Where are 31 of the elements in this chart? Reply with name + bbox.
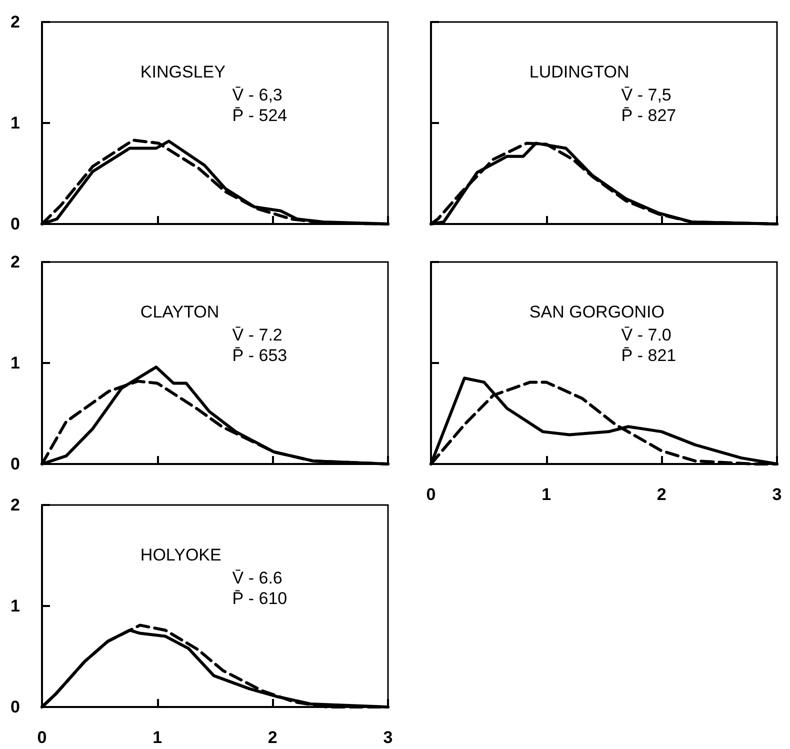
x-tick-label: 3 [383,728,393,747]
x-tick-label: 1 [542,485,552,504]
x-tick-label: 0 [426,485,436,504]
x-tick-label: 3 [772,485,782,504]
text: LUDINGTON [529,62,630,82]
annotation: V̄ - 7,5 [621,86,672,105]
text: KINGSLEY [140,62,226,82]
text: SAN GORGONIO [529,302,664,322]
annotation: P̄ - 610 [232,588,288,608]
annotation: V̄ - 7.2 [232,326,282,345]
y-tick-label: 1 [10,596,20,616]
annotation: P̄ - 821 [621,346,676,365]
annotation: V̄ - 6,3 [232,86,282,105]
annotation: P̄ - 827 [621,106,676,125]
y-tick-label: 0 [10,698,20,716]
y-tick-label: 0 [10,454,20,474]
x-tick-label: 0 [37,728,47,747]
y-tick-label: 1 [10,354,20,372]
y-tick-label: 2 [10,252,20,272]
y-tick-label: 0 [10,214,20,234]
annotation: V̄ - 6.6 [232,568,282,588]
x-tick-label: 1 [152,728,162,747]
y-tick-label: 1 [10,114,20,132]
y-tick-label: 2 [10,12,20,32]
annotation: P̄ - 524 [232,106,288,125]
annotation: V̄ - 7.0 [621,326,672,345]
text: CLAYTON [140,302,220,322]
annotation: P̄ - 653 [232,346,288,365]
text: HOLYOKE [140,545,222,564]
x-tick-label: 2 [268,728,278,747]
x-tick-label: 2 [656,485,666,504]
